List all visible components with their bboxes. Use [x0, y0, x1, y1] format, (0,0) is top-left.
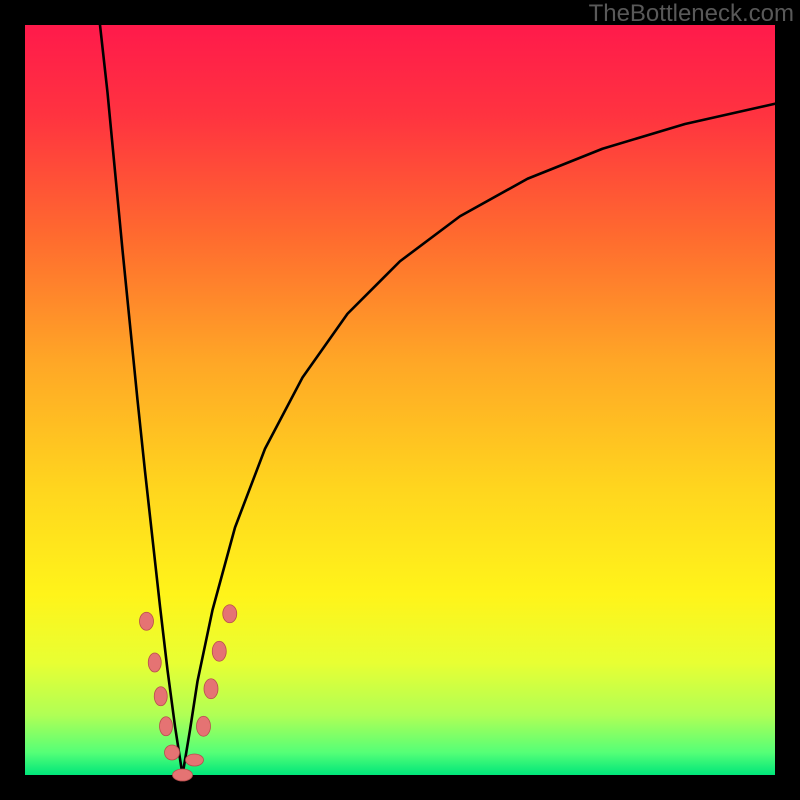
data-marker: [204, 679, 218, 699]
plot-area: [25, 25, 775, 775]
curve-layer: [25, 25, 775, 775]
data-marker: [148, 653, 161, 672]
left-curve: [100, 25, 183, 775]
right-curve: [183, 104, 776, 775]
data-marker: [154, 687, 167, 706]
data-marker: [173, 769, 193, 781]
data-marker: [140, 612, 154, 630]
watermark-text: TheBottleneck.com: [589, 0, 794, 28]
data-marker: [197, 716, 211, 736]
data-marker: [160, 717, 173, 736]
data-marker: [186, 754, 204, 766]
chart-root: TheBottleneck.com: [0, 0, 800, 800]
marker-group: [140, 605, 237, 781]
data-marker: [212, 641, 226, 661]
data-marker: [223, 605, 237, 623]
data-marker: [165, 745, 180, 760]
